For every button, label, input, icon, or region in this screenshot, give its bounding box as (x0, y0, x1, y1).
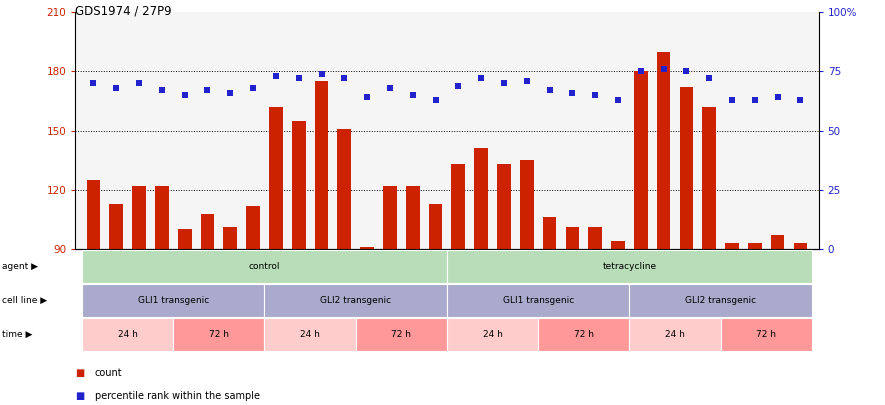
Text: GLI1 transgenic: GLI1 transgenic (138, 296, 209, 305)
Bar (87, 180, 100, 249)
Bar (794, 243, 807, 249)
Point (223, 90, 237, 96)
Point (246, 85, 260, 91)
Bar (383, 186, 396, 249)
Text: time ▶: time ▶ (2, 330, 32, 339)
Point (519, 78, 534, 84)
Point (337, 75, 351, 82)
Bar (110, 204, 123, 249)
Bar (292, 121, 305, 249)
Bar (589, 227, 602, 249)
Bar (315, 81, 328, 249)
Bar (497, 164, 511, 249)
Point (155, 87, 169, 94)
Point (178, 92, 192, 98)
Bar (680, 87, 693, 249)
Point (634, 68, 648, 75)
Text: 72 h: 72 h (573, 330, 594, 339)
Point (87, 80, 101, 87)
Bar (566, 227, 579, 249)
Point (200, 87, 214, 94)
Text: 24 h: 24 h (665, 330, 685, 339)
Bar (178, 229, 191, 249)
Bar (725, 243, 739, 249)
Text: ■: ■ (75, 369, 84, 378)
Bar (612, 241, 625, 249)
Point (428, 96, 442, 103)
Bar (337, 129, 351, 249)
Point (543, 87, 557, 94)
Bar (451, 164, 466, 249)
Point (725, 96, 739, 103)
Text: 72 h: 72 h (756, 330, 776, 339)
Bar (634, 71, 648, 249)
Point (793, 96, 807, 103)
Bar (155, 186, 169, 249)
Bar (360, 247, 374, 249)
Bar (543, 217, 557, 249)
Bar (703, 107, 716, 249)
Point (132, 80, 146, 87)
Point (383, 85, 397, 91)
Point (657, 66, 671, 72)
Text: GLI1 transgenic: GLI1 transgenic (503, 296, 573, 305)
Point (405, 92, 419, 98)
Text: GDS1974 / 27P9: GDS1974 / 27P9 (75, 4, 172, 17)
Point (474, 75, 489, 82)
Text: control: control (249, 262, 281, 271)
Point (748, 96, 762, 103)
Bar (519, 160, 534, 249)
Bar (132, 186, 146, 249)
Bar (657, 52, 671, 249)
Point (702, 75, 716, 82)
Text: 24 h: 24 h (482, 330, 503, 339)
Text: GLI2 transgenic: GLI2 transgenic (320, 296, 391, 305)
Text: ■: ■ (75, 391, 84, 401)
Text: GLI2 transgenic: GLI2 transgenic (685, 296, 756, 305)
Point (360, 94, 374, 101)
Bar (428, 204, 442, 249)
Point (588, 92, 602, 98)
Text: cell line ▶: cell line ▶ (2, 296, 47, 305)
Point (566, 90, 580, 96)
Bar (246, 206, 260, 249)
Point (611, 96, 625, 103)
Bar (201, 213, 214, 249)
Point (314, 70, 328, 77)
Text: count: count (95, 369, 122, 378)
Text: 24 h: 24 h (300, 330, 320, 339)
Bar (748, 243, 762, 249)
Bar (269, 107, 282, 249)
Bar (474, 148, 488, 249)
Point (269, 73, 283, 79)
Bar (771, 235, 784, 249)
Text: agent ▶: agent ▶ (2, 262, 38, 271)
Text: 24 h: 24 h (118, 330, 137, 339)
Text: 72 h: 72 h (209, 330, 229, 339)
Point (109, 85, 123, 91)
Text: percentile rank within the sample: percentile rank within the sample (95, 391, 259, 401)
Text: 72 h: 72 h (391, 330, 412, 339)
Bar (223, 227, 237, 249)
Point (292, 75, 306, 82)
Point (496, 80, 511, 87)
Point (451, 82, 466, 89)
Point (680, 68, 694, 75)
Bar (406, 186, 419, 249)
Point (771, 94, 785, 101)
Text: tetracycline: tetracycline (603, 262, 657, 271)
